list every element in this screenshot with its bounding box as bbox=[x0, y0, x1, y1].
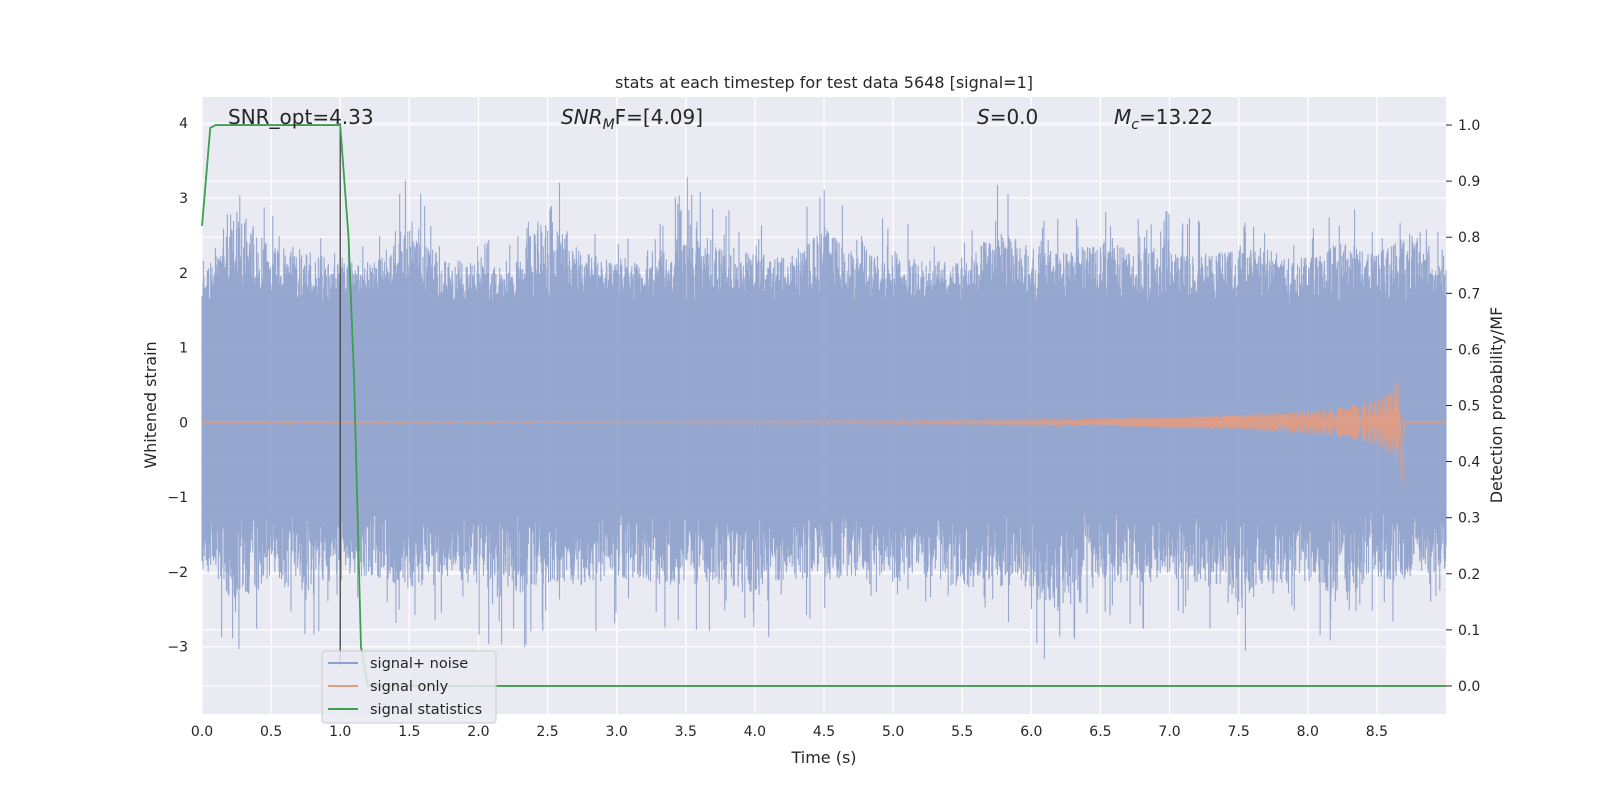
legend: signal+ noise signal only signal statist… bbox=[321, 650, 497, 724]
annotation-mc: Mc=13.22 bbox=[1114, 105, 1213, 133]
y-tick-label: 2 bbox=[179, 266, 188, 282]
y2-tick-label: 0.0 bbox=[1458, 679, 1480, 695]
x-tick-label: 4.0 bbox=[744, 724, 766, 740]
legend-box bbox=[321, 650, 497, 724]
x-tick-label: 2.5 bbox=[536, 724, 558, 740]
y-axis-label: Whitened strain bbox=[141, 341, 160, 468]
y-tick-label: −2 bbox=[167, 565, 188, 581]
x-tick-label: 3.0 bbox=[606, 724, 628, 740]
y2-axis-label: Detection probability/MF bbox=[1487, 307, 1506, 504]
y-tick-label: 4 bbox=[179, 116, 188, 132]
annotation-snr-opt: SNR_opt=4.33 bbox=[228, 105, 374, 129]
x-tick-label: 0.0 bbox=[191, 724, 213, 740]
legend-label-signal: signal only bbox=[370, 679, 449, 695]
x-tick-label: 7.5 bbox=[1228, 724, 1250, 740]
y-tick-label: −3 bbox=[167, 640, 188, 656]
y2-tick-label: 1.0 bbox=[1458, 118, 1480, 134]
x-tick-label: 1.0 bbox=[329, 724, 351, 740]
x-tick-label: 6.5 bbox=[1089, 724, 1111, 740]
x-tick-label: 6.0 bbox=[1020, 724, 1042, 740]
y2-tick-label: 0.9 bbox=[1458, 174, 1480, 190]
y2-tick-label: 0.5 bbox=[1458, 399, 1480, 415]
x-tick-label: 3.5 bbox=[675, 724, 697, 740]
y2-tick-label: 0.4 bbox=[1458, 455, 1480, 471]
y-tick-label: 3 bbox=[179, 191, 188, 207]
x-tick-label: 4.5 bbox=[813, 724, 835, 740]
x-tick-label: 8.5 bbox=[1366, 724, 1388, 740]
y2-tick-label: 0.3 bbox=[1458, 511, 1480, 527]
x-tick-label: 1.5 bbox=[398, 724, 420, 740]
plot-area bbox=[201, 123, 1447, 687]
chart-title: stats at each timestep for test data 564… bbox=[615, 73, 1033, 92]
y-tick-label: 0 bbox=[179, 415, 188, 431]
legend-label-statistics: signal statistics bbox=[370, 702, 482, 718]
x-axis-label: Time (s) bbox=[790, 748, 856, 767]
annotation-snr-mf: SNRMF=[4.09] bbox=[561, 105, 703, 133]
x-tick-label: 5.5 bbox=[951, 724, 973, 740]
x-tick-label: 0.5 bbox=[260, 724, 282, 740]
y-tick-label: −1 bbox=[167, 490, 188, 506]
y2-tick-label: 0.8 bbox=[1458, 230, 1480, 246]
axes: 0.0 0.5 1.0 1.5 2.0 2.5 3.0 3.5 4.0 4.5 5.0 5.5 6.0 6… bbox=[167, 116, 1480, 740]
x-tick-label: 7.0 bbox=[1158, 724, 1180, 740]
legend-label-noise: signal+ noise bbox=[370, 656, 468, 672]
x-tick-label: 5.0 bbox=[882, 724, 904, 740]
y2-tick-label: 0.7 bbox=[1458, 286, 1480, 302]
series-signal-only-line bbox=[202, 381, 1446, 486]
y2-tick-label: 0.6 bbox=[1458, 342, 1480, 358]
x-tick-label: 2.0 bbox=[467, 724, 489, 740]
y2-tick-label: 0.2 bbox=[1458, 567, 1480, 583]
annotation-s-stat: S=0.0 bbox=[977, 105, 1038, 129]
y2-tick-label: 0.1 bbox=[1458, 623, 1480, 639]
y-tick-label: 1 bbox=[179, 341, 188, 357]
series-signal-statistics-line bbox=[201, 124, 1446, 687]
x-tick-label: 8.0 bbox=[1297, 724, 1319, 740]
